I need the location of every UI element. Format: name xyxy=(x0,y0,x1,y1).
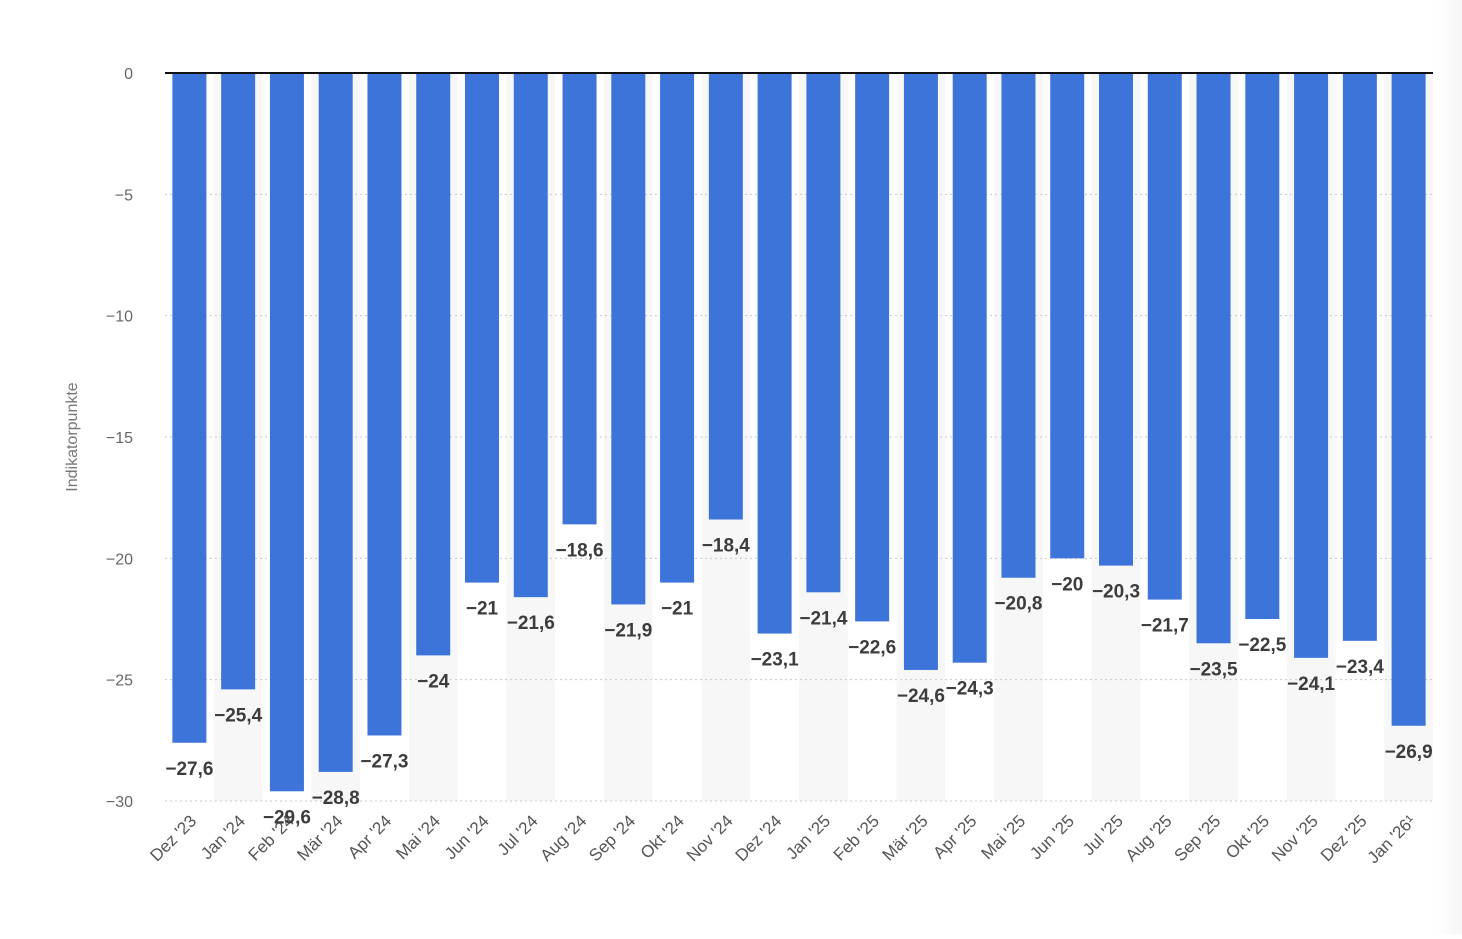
bar xyxy=(855,73,890,622)
x-tick-label: Jun '24 xyxy=(441,811,493,863)
bar xyxy=(1050,73,1085,559)
bar xyxy=(806,73,841,593)
y-tick-label: −20 xyxy=(106,551,133,568)
bar xyxy=(952,73,987,663)
bar xyxy=(1391,73,1426,726)
bar xyxy=(269,73,304,792)
data-label: −24,1 xyxy=(1287,674,1336,695)
bar xyxy=(416,73,451,656)
bar xyxy=(367,73,402,736)
x-tick-label: Jun '25 xyxy=(1026,811,1078,863)
bar xyxy=(1342,73,1377,641)
bar xyxy=(1099,73,1133,566)
data-label: −23,4 xyxy=(1336,657,1385,678)
x-tick-label: Nov '24 xyxy=(683,811,737,865)
y-tick-label: −10 xyxy=(106,309,133,326)
bars xyxy=(172,73,1426,792)
data-label: −18,4 xyxy=(702,536,751,557)
y-axis-title: Indikatorpunkte xyxy=(64,382,81,492)
data-label: −22,5 xyxy=(1238,635,1287,656)
bar xyxy=(172,73,207,743)
data-label: −27,6 xyxy=(165,759,213,780)
data-label: −24,6 xyxy=(897,686,945,707)
data-label: −21,9 xyxy=(604,620,652,641)
x-tick-label: Feb '25 xyxy=(830,811,883,864)
x-tick-label: Mai '24 xyxy=(392,811,444,863)
data-label: −21,6 xyxy=(507,613,555,634)
x-tick-label: Apr '25 xyxy=(929,811,980,862)
bar xyxy=(660,73,695,583)
right-edge-shade xyxy=(1436,0,1462,934)
data-label: −26,9 xyxy=(1385,742,1433,763)
x-tick-label: Mär '25 xyxy=(879,811,932,864)
data-label: −27,3 xyxy=(360,751,408,772)
bar xyxy=(1147,73,1182,600)
data-label: −21,4 xyxy=(799,608,848,629)
data-label: −20,8 xyxy=(994,594,1042,615)
x-tick-label: Mai '25 xyxy=(977,811,1029,863)
x-tick-label: Okt '25 xyxy=(1222,811,1273,862)
y-axis-ticks: 0 −5 −10 −15 −20 −25 −30 xyxy=(106,66,133,811)
data-label: −25,4 xyxy=(214,705,263,726)
y-tick-label: 0 xyxy=(124,66,133,83)
x-tick-label: Okt '24 xyxy=(637,811,688,862)
bar xyxy=(1196,73,1231,644)
bar xyxy=(318,73,353,772)
x-tick-label: Jan '25 xyxy=(782,811,834,863)
bar xyxy=(611,73,646,605)
x-tick-label: Aug '25 xyxy=(1122,811,1176,865)
data-label: −21 xyxy=(661,599,694,620)
y-tick-label: −25 xyxy=(106,673,133,690)
y-tick-label: −15 xyxy=(106,430,133,447)
data-label: −23,5 xyxy=(1189,659,1238,680)
data-label: −18,6 xyxy=(555,540,603,561)
x-tick-label: Dez '25 xyxy=(1317,811,1371,865)
bar xyxy=(1245,73,1280,619)
data-label: −23,1 xyxy=(751,650,800,671)
data-labels: −27,6 −25,4 −29,6−28,8−27,3 −24 −21 −21,6 −18,… xyxy=(165,536,1432,829)
x-tick-label: Jul '24 xyxy=(494,811,542,859)
data-label: −29,6 xyxy=(263,807,311,828)
x-tick-label: Dez '24 xyxy=(732,811,786,865)
data-label: −21 xyxy=(466,599,499,620)
x-tick-label: Jul '25 xyxy=(1079,811,1127,859)
bar xyxy=(708,73,743,520)
data-label: −20 xyxy=(1051,574,1083,595)
data-label: −24 xyxy=(417,671,450,692)
y-tick-label: −5 xyxy=(115,187,133,204)
data-label: −21,7 xyxy=(1141,616,1189,637)
bar xyxy=(1294,73,1329,658)
bar xyxy=(465,73,499,583)
bar xyxy=(562,73,597,525)
data-label: −28,8 xyxy=(312,788,360,809)
x-tick-label: Jan '26¹ xyxy=(1364,811,1420,867)
y-tick-label: −30 xyxy=(106,794,133,811)
data-label: −20,3 xyxy=(1092,582,1140,603)
x-tick-label: Apr '24 xyxy=(344,811,395,862)
x-tick-label: Dez '23 xyxy=(146,811,200,865)
x-tick-label: Sep '24 xyxy=(585,811,639,865)
x-tick-label: Nov '25 xyxy=(1268,811,1322,865)
data-label: −24,3 xyxy=(946,679,994,700)
x-tick-label: Sep '25 xyxy=(1171,811,1225,865)
bar xyxy=(221,73,256,690)
x-tick-label: Aug '24 xyxy=(537,811,591,865)
bar xyxy=(513,73,548,598)
x-tick-label: Jan '24 xyxy=(197,811,249,863)
bar xyxy=(757,73,792,634)
data-label: −22,6 xyxy=(848,637,896,658)
bar xyxy=(1001,73,1036,578)
bar xyxy=(903,73,938,670)
